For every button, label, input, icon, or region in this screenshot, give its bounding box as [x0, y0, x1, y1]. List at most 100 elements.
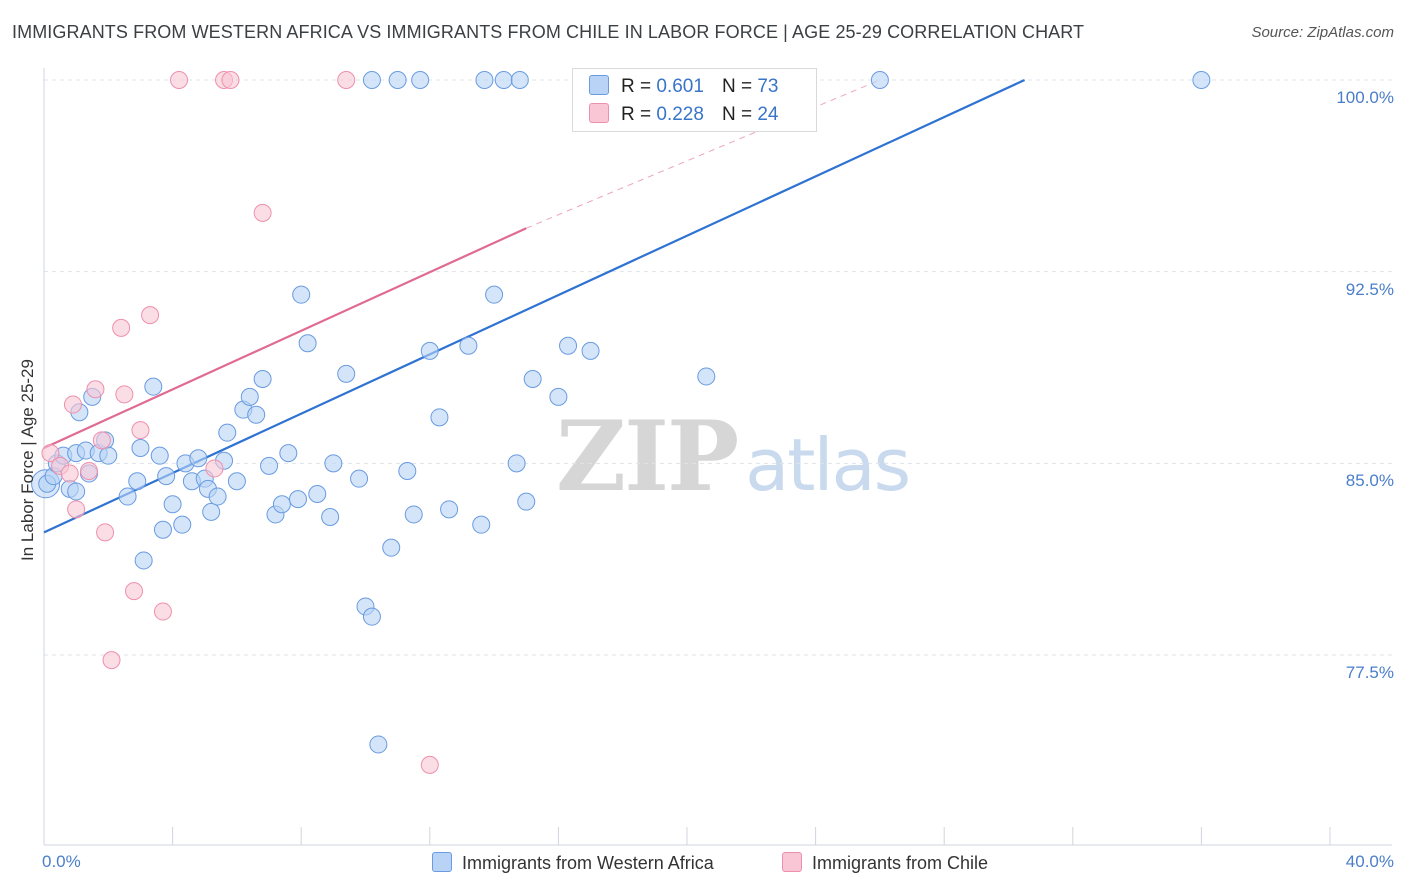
- data-point-western-africa: [279, 444, 298, 463]
- legend-label: Immigrants from Western Africa: [462, 853, 714, 873]
- legend-swatch-blue: [432, 852, 452, 872]
- source-label: Source: ZipAtlas.com: [1251, 24, 1394, 41]
- trend-line-chile-extension: [526, 79, 881, 229]
- data-point-chile: [115, 385, 134, 404]
- data-point-western-africa: [240, 387, 259, 406]
- data-point-western-africa: [227, 472, 246, 491]
- data-point-western-africa: [523, 370, 542, 388]
- gridlines: [44, 79, 1392, 656]
- chart-title: IMMIGRANTS FROM WESTERN AFRICA VS IMMIGR…: [12, 22, 1085, 42]
- y-axis-label: In Labor Force | Age 25-29: [18, 359, 37, 561]
- data-point-western-africa: [510, 71, 529, 89]
- data-point-chile: [102, 651, 121, 670]
- data-point-western-africa: [517, 492, 536, 511]
- y-tick-label: 85.0%: [1345, 471, 1394, 491]
- data-point-western-africa: [150, 446, 169, 465]
- data-point-western-africa: [382, 538, 401, 557]
- y-tick-label: 77.5%: [1345, 663, 1394, 682]
- data-point-western-africa: [99, 446, 118, 465]
- data-point-western-africa: [398, 462, 417, 480]
- data-points: [31, 71, 1211, 774]
- data-point-western-africa: [697, 367, 716, 386]
- data-point-western-africa: [131, 439, 150, 457]
- y-tick-label: 100.0%: [1336, 88, 1394, 107]
- data-point-western-africa: [485, 285, 504, 304]
- data-point-chile: [205, 459, 224, 478]
- data-point-chile: [221, 71, 240, 89]
- data-point-chile: [63, 395, 82, 414]
- data-point-western-africa: [1192, 71, 1211, 89]
- data-point-chile: [253, 203, 272, 222]
- data-point-western-africa: [870, 71, 889, 89]
- data-point-western-africa: [128, 472, 147, 491]
- data-point-western-africa: [173, 515, 192, 534]
- data-point-western-africa: [440, 500, 459, 519]
- data-point-western-africa: [208, 487, 227, 506]
- data-point-western-africa: [253, 370, 272, 388]
- data-point-western-africa: [337, 364, 356, 383]
- trend-line-chile: [43, 227, 527, 450]
- legend-r-value: 0.601: [656, 76, 704, 97]
- data-point-western-africa: [272, 495, 291, 514]
- legend-swatch-pink: [589, 103, 609, 123]
- data-point-chile: [420, 755, 439, 774]
- data-point-western-africa: [549, 387, 568, 406]
- data-point-western-africa: [420, 341, 439, 360]
- data-point-western-africa: [581, 341, 600, 360]
- data-point-western-africa: [475, 71, 494, 89]
- legend-swatch-blue: [589, 75, 609, 95]
- legend-n-value: 24: [757, 104, 779, 125]
- legend-r-label: R =: [621, 76, 652, 97]
- data-point-western-africa: [218, 423, 237, 442]
- data-point-western-africa: [494, 71, 513, 89]
- data-point-western-africa: [144, 377, 163, 396]
- watermark: ZIP atlas: [556, 400, 911, 513]
- axes: [43, 68, 1392, 846]
- legend-item-chile[interactable]: Immigrants from Chile: [782, 852, 988, 874]
- data-point-chile: [337, 71, 356, 89]
- data-point-western-africa: [404, 505, 423, 524]
- legend-swatch-pink: [782, 852, 802, 872]
- legend-n-label: N =: [721, 104, 753, 125]
- data-point-chile: [170, 71, 189, 89]
- data-point-western-africa: [321, 508, 340, 526]
- data-point-chile: [41, 444, 60, 463]
- x-tick-min: 0.0%: [42, 852, 81, 871]
- data-point-western-africa: [559, 336, 578, 355]
- legend-r-label: R =: [621, 104, 652, 125]
- data-point-western-africa: [369, 735, 388, 754]
- data-point-western-africa: [298, 334, 317, 353]
- data-point-western-africa: [472, 515, 491, 534]
- data-point-western-africa: [292, 285, 311, 304]
- trend-lines: [43, 79, 1026, 534]
- data-point-chile: [141, 306, 160, 325]
- data-point-western-africa: [134, 551, 153, 570]
- y-tick-label: 92.5%: [1345, 279, 1394, 299]
- data-point-chile: [125, 582, 144, 601]
- data-point-western-africa: [202, 502, 221, 521]
- data-point-western-africa: [247, 405, 266, 424]
- data-point-western-africa: [67, 482, 86, 501]
- data-point-chile: [80, 462, 99, 480]
- data-point-chile: [86, 380, 105, 399]
- watermark-atlas: atlas: [745, 423, 911, 507]
- data-point-chile: [60, 464, 79, 483]
- data-point-chile: [96, 523, 115, 542]
- data-point-chile: [67, 500, 86, 519]
- data-point-chile: [153, 602, 172, 621]
- data-point-western-africa: [157, 467, 176, 486]
- data-point-western-africa: [324, 454, 343, 473]
- data-point-western-africa: [189, 449, 208, 468]
- data-point-western-africa: [163, 495, 182, 514]
- data-point-western-africa: [288, 490, 307, 509]
- legend-row-western-africa: R = 0.601 N = 73: [589, 75, 778, 99]
- legend-item-western-africa[interactable]: Immigrants from Western Africa: [432, 852, 714, 874]
- data-point-chile: [112, 318, 131, 337]
- data-point-western-africa: [388, 71, 407, 89]
- data-point-western-africa: [430, 408, 449, 427]
- watermark-zip: ZIP: [556, 400, 739, 513]
- legend-row-chile: R = 0.228 N = 24: [589, 103, 778, 127]
- data-point-chile: [92, 431, 111, 450]
- legend-n-label: N =: [721, 76, 753, 97]
